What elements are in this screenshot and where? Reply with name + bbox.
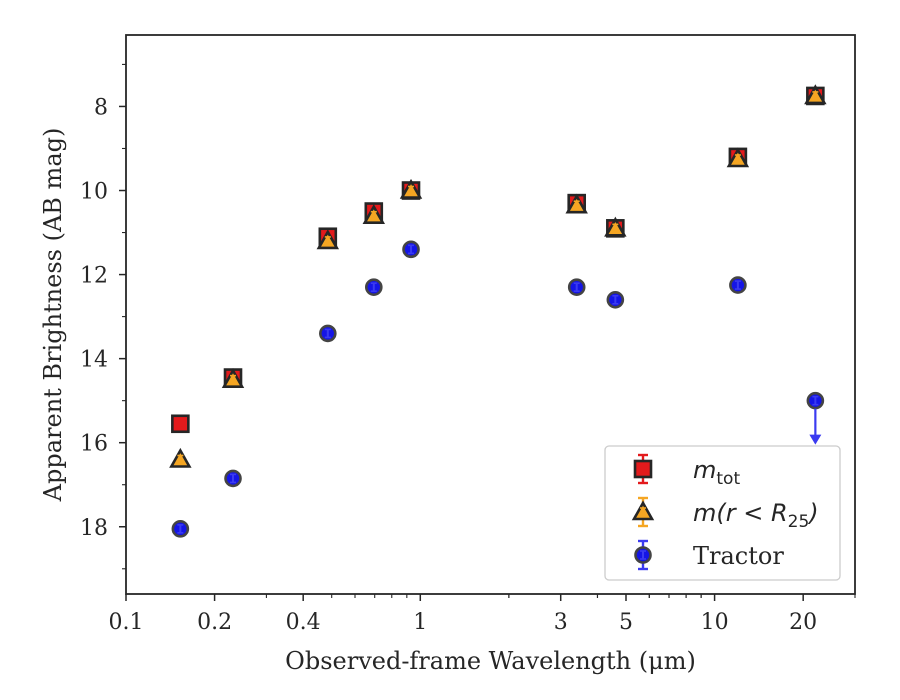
x-tick-label: 20 bbox=[789, 610, 817, 635]
y-tick-label: 18 bbox=[80, 516, 108, 541]
triangle-point bbox=[316, 229, 340, 250]
upper-limit-arrow-head bbox=[809, 434, 822, 445]
legend: mtot m(r < R25) Tractor bbox=[604, 445, 841, 581]
circle-point bbox=[171, 520, 190, 538]
circle-point bbox=[364, 278, 383, 296]
circle-point bbox=[402, 240, 420, 259]
x-tick-label: 0.1 bbox=[109, 610, 144, 635]
circle-point bbox=[319, 324, 337, 343]
triangle-point bbox=[362, 204, 386, 225]
plot-frame bbox=[125, 34, 856, 595]
y-tick-label: 10 bbox=[80, 180, 108, 205]
triangle-point bbox=[726, 147, 750, 168]
x-axis-label: Observed-frame Wavelength (μm) bbox=[285, 647, 696, 675]
data-marks bbox=[169, 84, 827, 538]
legend-label: Tractor bbox=[693, 542, 784, 570]
axis-ticks: 0.1 0.2 0.4 1 3 5 10 20 8 10 12 14 16 18 bbox=[80, 63, 856, 635]
x-tick-label: 3 bbox=[554, 610, 568, 635]
y-tick-label: 12 bbox=[80, 264, 108, 289]
legend-box bbox=[604, 445, 841, 581]
legend-marker-square bbox=[633, 459, 653, 479]
x-tick-label: 0.4 bbox=[286, 610, 321, 635]
triangle-point bbox=[221, 367, 245, 388]
y-axis-label: Apparent Brightness (AB mag) bbox=[39, 128, 67, 503]
y-tick-label: 8 bbox=[94, 95, 108, 120]
triangle-point bbox=[399, 178, 423, 199]
legend-label: mtot bbox=[693, 456, 740, 489]
y-tick-label: 16 bbox=[80, 432, 108, 457]
x-tick-label: 1 bbox=[413, 610, 427, 635]
legend-label: m(r < R25) bbox=[693, 499, 819, 532]
triangle-point bbox=[169, 447, 192, 468]
y-tick-label: 14 bbox=[80, 348, 108, 373]
triangle-point bbox=[565, 193, 588, 214]
circle-point bbox=[806, 391, 825, 410]
x-tick-label: 0.2 bbox=[197, 610, 232, 635]
circle-point bbox=[606, 290, 625, 309]
triangle-point bbox=[604, 216, 627, 237]
x-tick-label: 10 bbox=[701, 610, 729, 635]
x-tick-label: 5 bbox=[619, 610, 633, 635]
triangle-point bbox=[804, 84, 827, 105]
circle-point bbox=[729, 276, 747, 294]
legend-marker-triangle bbox=[631, 500, 655, 521]
circle-point bbox=[567, 278, 586, 296]
circle-point bbox=[224, 469, 242, 488]
square-point bbox=[171, 414, 190, 434]
legend-marker-circle bbox=[634, 546, 652, 564]
